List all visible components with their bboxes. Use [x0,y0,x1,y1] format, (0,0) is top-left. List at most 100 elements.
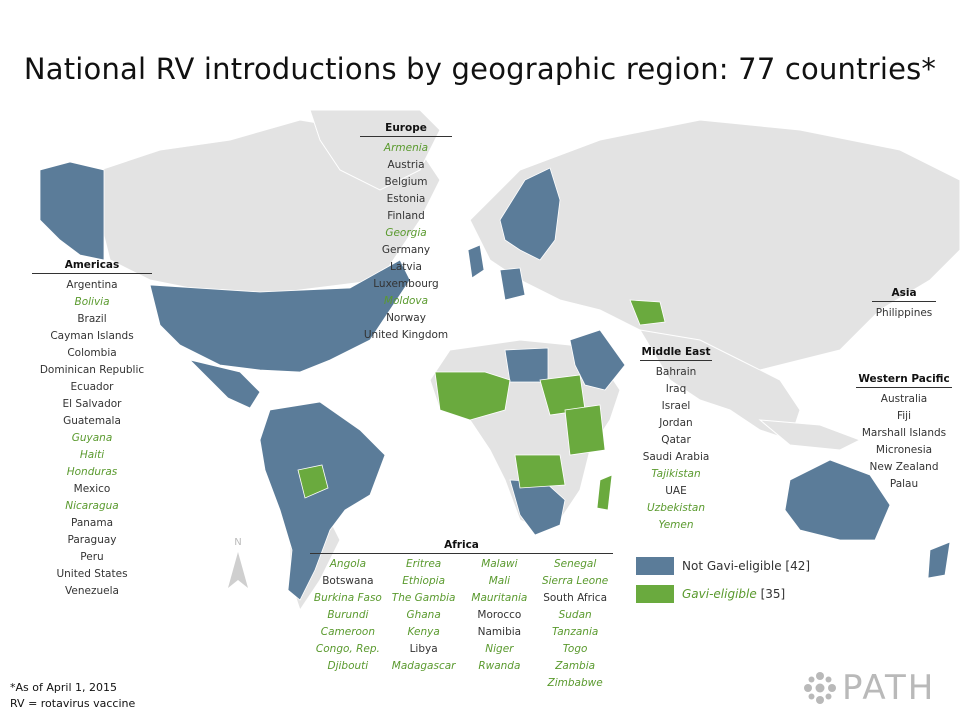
region-list-europe: Europe Armenia Austria Belgium Estonia Finlan… [360,121,452,344]
region-uk [467,244,485,279]
africa-column: Senegal Sierra Leone South Africa Sudan Tanz… [537,554,613,692]
map-not-gavi [39,161,951,601]
legend-label-gavi: Gavi-eligible [682,587,757,601]
country-malawi: Malawi [481,558,518,570]
path-logo-text: PATH [842,668,936,708]
country-senegal: Senegal [553,558,597,570]
country-australia: Australia [880,393,928,405]
country-cameroon: Cameroon [320,626,376,638]
country-mali: Mali [488,575,511,587]
map-gavi [297,299,666,511]
land-eurasia [469,119,960,371]
legend: Not Gavi-eligible [42] Gavi-eligible [35… [636,556,810,612]
africa-column: Angola Botswana Burkina Faso Burundi Cameroo… [310,554,386,692]
country-armenia: Armenia [383,142,429,154]
country-luxembourg: Luxembourg [373,278,439,290]
land-indonesia [758,419,862,451]
world-map: N [39,110,960,612]
country-guyana: Guyana [71,432,113,444]
path-logo: PATH [802,668,935,708]
country-united-kingdom: United Kingdom [363,329,449,341]
country-new-zealand: New Zealand [869,461,939,473]
country-the-gambia: The Gambia [391,592,456,604]
country-belgium: Belgium [384,176,428,188]
region-alaska [39,161,105,261]
country-madagascar: Madagascar [391,660,456,672]
country-moldova: Moldova [383,295,429,307]
region-libya [504,347,549,383]
country-rwanda: Rwanda [478,660,521,672]
region-list-americas: Americas Argentina Bolivia Brazil Cayman Isl… [32,258,152,600]
country-brazil: Brazil [77,313,107,325]
country-togo: Togo [562,643,588,655]
country-burkina-faso: Burkina Faso [313,592,382,604]
region-norway-finland [499,167,561,261]
country-sierra-leone: Sierra Leone [541,575,609,587]
country-uae: UAE [665,485,687,497]
legend-swatch-not-gavi [636,557,674,575]
region-list-western-pacific: Western Pacific Australia Fiji Marshall Isl… [856,372,952,493]
country-dominican-republic: Dominican Republic [39,364,145,376]
country-mauritania: Mauritania [471,592,528,604]
country-argentina: Argentina [66,279,118,291]
land-greenland [309,110,441,191]
country-niger: Niger [485,643,514,655]
compass-arrow-icon [228,552,248,588]
region-list-asia: Asia Philippines [872,286,936,322]
compass-label: N [234,537,241,548]
country-tajikistan: Tajikistan [651,468,701,480]
country-austria: Austria [387,159,425,171]
path-logo-icon [804,672,836,704]
country-el-salvador: El Salvador [62,398,122,410]
country-peru: Peru [80,551,104,563]
africa-column: Eritrea Ethiopia The Gambia Ghana Kenya Libya… [386,554,462,692]
region-uzbekistan [629,299,666,326]
country-libya: Libya [409,643,438,655]
africa-column: Malawi Mali Mauritania Morocco Namibia Niger R… [462,554,538,692]
legend-item-not-gavi: Not Gavi-eligible [42] [636,556,810,576]
country-panama: Panama [70,517,114,529]
country-finland: Finland [387,210,425,222]
legend-item-gavi: Gavi-eligible [35] [636,584,810,604]
country-burundi: Burundi [327,609,369,621]
footnote-date: *As of April 1, 2015 [10,681,117,694]
country-estonia: Estonia [386,193,426,205]
region-mexico [188,359,261,409]
country-cayman-islands: Cayman Islands [50,330,134,342]
page-title: National RV introductions by geographic … [23,52,937,86]
country-honduras: Honduras [66,466,118,478]
region-bolivia [297,464,329,499]
asia-heading: Asia [872,286,936,302]
country-mexico: Mexico [73,483,111,495]
country-morocco: Morocco [477,609,522,621]
legend-count-not-gavi: [42] [785,559,811,573]
country-kenya: Kenya [407,626,440,638]
country-georgia: Georgia [385,227,427,239]
country-nicaragua: Nicaragua [65,500,119,512]
country-congo-rep: Congo, Rep. [315,643,380,655]
country-ethiopia: Ethiopia [402,575,445,587]
country-united-states: United States [56,568,128,580]
region-australia [784,459,891,541]
region-list-africa: Africa Angola Botswana Burkina Faso Burundi… [310,538,613,692]
legend-count-gavi: [35] [760,587,786,601]
region-usa [149,259,411,373]
region-saudi [569,329,626,391]
country-tanzania: Tanzania [551,626,599,638]
middle-east-heading: Middle East [640,345,712,361]
country-latvia: Latvia [390,261,422,273]
country-ecuador: Ecuador [70,381,114,393]
country-bolivia: Bolivia [74,296,110,308]
country-guatemala: Guatemala [63,415,121,427]
footnote: *As of April 1, 2015 RV = rotavirus vacc… [10,680,135,712]
country-namibia: Namibia [477,626,522,638]
country-venezuela: Venezuela [65,585,119,597]
region-new-zealand [927,541,951,579]
region-central-africa [514,454,566,489]
region-east-africa [564,404,606,456]
country-micronesia: Micronesia [875,444,933,456]
country-iraq: Iraq [665,383,687,395]
country-yemen: Yemen [658,519,694,531]
country-paraguay: Paraguay [67,534,117,546]
legend-swatch-gavi [636,585,674,603]
